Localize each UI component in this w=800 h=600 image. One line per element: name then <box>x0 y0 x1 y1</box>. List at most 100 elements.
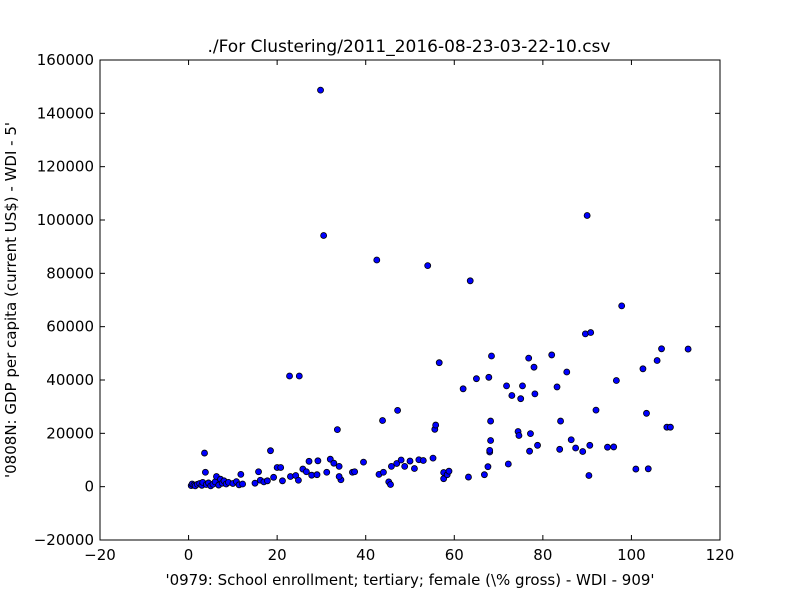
data-point <box>632 465 640 473</box>
data-point <box>237 470 245 478</box>
data-point <box>548 351 556 359</box>
x-axis-label: '0979: School enrollment; tertiary; fema… <box>165 571 654 589</box>
data-point <box>239 480 247 488</box>
data-point <box>302 468 310 476</box>
data-point <box>557 417 564 425</box>
data-point <box>432 421 440 429</box>
data-point <box>530 363 538 371</box>
x-tick-label: −20 <box>84 546 116 564</box>
data-point <box>351 468 359 476</box>
data-point <box>583 212 591 219</box>
data-point <box>279 477 286 485</box>
data-point <box>658 345 665 353</box>
y-tick-label: 140000 <box>37 104 94 122</box>
data-point <box>667 423 674 431</box>
y-tick-label: 80000 <box>46 264 94 282</box>
x-tick-label: 60 <box>445 546 464 564</box>
data-point <box>508 392 516 399</box>
data-point <box>251 479 259 487</box>
data-point <box>517 395 525 403</box>
x-tick-label: 40 <box>356 546 375 564</box>
data-point <box>270 473 278 481</box>
data-point <box>639 365 647 373</box>
data-point <box>486 446 494 454</box>
y-axis-ticks: −20000 0 20000 40000 60000 80000 100000 120000 1… <box>34 51 720 549</box>
data-point <box>429 454 437 462</box>
data-point <box>335 473 343 480</box>
data-point <box>592 406 600 414</box>
y-tick-label: 160000 <box>37 51 94 69</box>
chart-title: ./For Clustering/2011_2016-08-23-03-22-1… <box>208 37 611 57</box>
data-point <box>604 443 611 451</box>
data-point <box>313 471 321 479</box>
data-point <box>519 382 526 390</box>
data-point <box>397 456 405 464</box>
data-point <box>487 437 495 444</box>
data-point <box>653 357 661 364</box>
data-point <box>484 463 492 471</box>
data-point <box>618 302 626 310</box>
data-point <box>387 462 395 470</box>
data-point <box>411 465 418 472</box>
data-point <box>585 472 593 479</box>
data-point <box>487 417 495 425</box>
data-point <box>644 465 652 473</box>
data-point <box>459 385 467 393</box>
data-point <box>380 468 387 476</box>
data-point <box>466 277 474 285</box>
data-point <box>587 329 595 336</box>
x-tick-label: 120 <box>706 546 735 564</box>
data-point <box>314 457 322 465</box>
data-point <box>527 430 534 438</box>
data-point <box>515 432 523 439</box>
data-point <box>373 256 381 264</box>
data-point <box>473 375 480 383</box>
data-point <box>445 467 453 475</box>
data-point <box>643 409 650 417</box>
data-point <box>503 382 510 390</box>
data-point <box>263 477 271 485</box>
data-point <box>330 459 338 467</box>
data-point <box>563 368 571 376</box>
data-point <box>406 457 414 465</box>
data-point <box>393 460 401 467</box>
y-tick-label: 0 <box>84 478 94 496</box>
x-tick-label: 80 <box>533 546 552 564</box>
data-point <box>435 359 443 367</box>
data-point <box>317 86 324 94</box>
data-point <box>419 457 427 464</box>
data-point <box>305 457 313 465</box>
y-tick-label: 100000 <box>37 211 94 229</box>
data-point <box>394 406 402 414</box>
data-point <box>612 377 620 384</box>
data-point <box>360 458 367 466</box>
data-point <box>267 447 274 455</box>
x-tick-label: 20 <box>268 546 287 564</box>
data-point <box>295 372 303 380</box>
data-point <box>610 443 618 451</box>
y-tick-label: 60000 <box>46 318 94 336</box>
data-point <box>504 460 512 468</box>
y-tick-label: 120000 <box>37 158 94 176</box>
data-point <box>320 232 328 239</box>
points-layer <box>187 86 692 490</box>
data-point <box>556 445 564 453</box>
data-point <box>323 468 331 476</box>
data-point <box>401 462 409 470</box>
plot-frame <box>99 59 721 541</box>
data-point <box>586 441 594 449</box>
data-point <box>286 372 293 380</box>
data-point <box>379 417 386 424</box>
data-point <box>201 449 208 457</box>
data-point <box>333 426 341 434</box>
data-point <box>424 262 432 270</box>
data-point <box>255 468 262 476</box>
data-point <box>488 352 495 360</box>
data-point <box>534 441 541 449</box>
y-tick-label: 20000 <box>46 424 94 442</box>
data-point <box>201 468 209 476</box>
y-tick-label: 40000 <box>46 371 94 389</box>
data-point <box>567 436 575 444</box>
